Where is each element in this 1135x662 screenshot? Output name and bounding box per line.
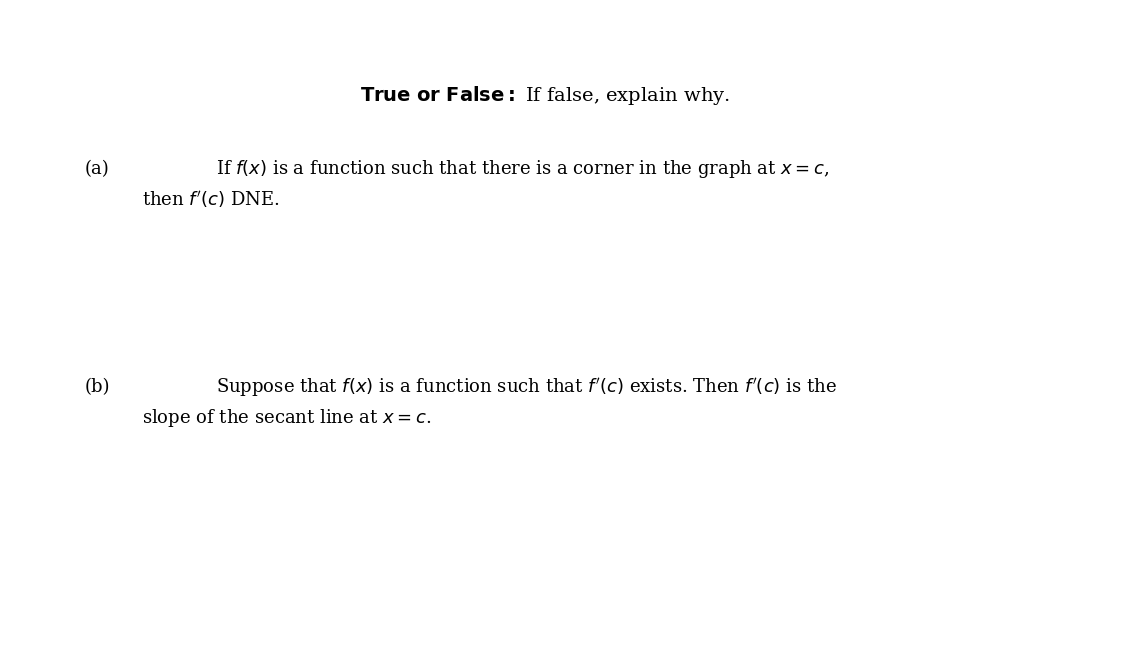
Text: If $f(x)$ is a function such that there is a corner in the graph at $x = c$,: If $f(x)$ is a function such that there … [216, 158, 829, 180]
Text: (b): (b) [85, 378, 110, 397]
Text: slope of the secant line at $x = c$.: slope of the secant line at $x = c$. [142, 407, 431, 430]
Text: $\mathbf{True\ or\ False:}$ If false, explain why.: $\mathbf{True\ or\ False:}$ If false, ex… [360, 85, 730, 107]
Text: Suppose that $f(x)$ is a function such that $f'(c)$ exists. Then $f'(c)$ is the: Suppose that $f(x)$ is a function such t… [216, 376, 836, 399]
Text: (a): (a) [85, 160, 110, 178]
Text: then $f'(c)$ DNE.: then $f'(c)$ DNE. [142, 189, 279, 211]
